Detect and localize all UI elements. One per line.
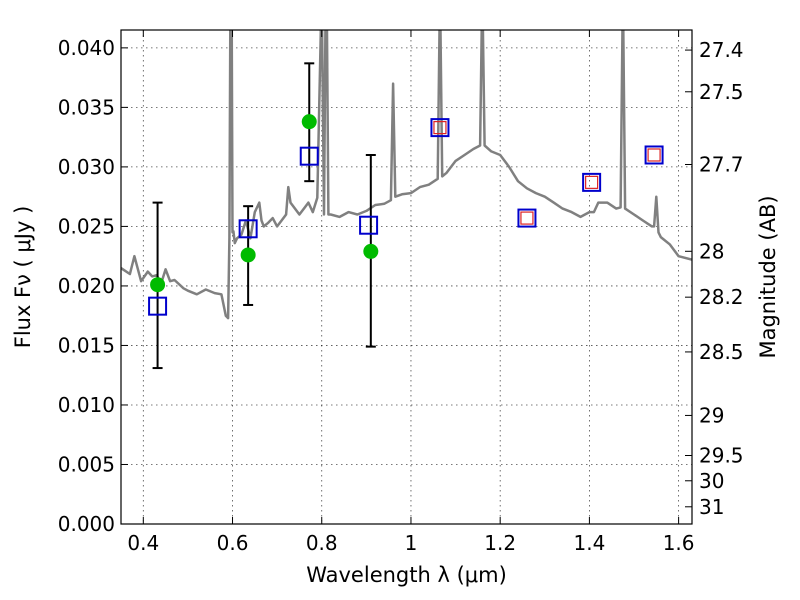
magnitude-tick-label: 31 xyxy=(699,495,724,519)
model-flux-square xyxy=(238,219,258,239)
y-tick-label: 0.015 xyxy=(58,333,115,357)
y-tick-label: 0.000 xyxy=(58,512,115,536)
observed-flux-point xyxy=(150,277,166,293)
x-tick-label: 0.8 xyxy=(306,531,338,555)
y-tick-label: 0.005 xyxy=(58,452,115,476)
y-tick-label: 0.035 xyxy=(58,95,115,119)
magnitude-tick-label: 27.5 xyxy=(699,80,744,104)
observed-flux-point xyxy=(363,243,379,259)
magnitude-tick-label: 29.5 xyxy=(699,443,744,467)
grid-layer xyxy=(121,30,692,524)
tick-layer: 0.4 0.6 0.8 1 1.2 1.4 1.6 0.000 0.005 0.010 0.015 0… xyxy=(58,30,744,555)
magnitude-tick-label: 28.2 xyxy=(699,285,744,309)
model-flux-inner-square xyxy=(433,121,447,135)
y-tick-label: 0.010 xyxy=(58,393,115,417)
model-flux-square xyxy=(359,215,379,235)
sed-layer xyxy=(121,30,692,320)
x-tick-label: 1.4 xyxy=(573,531,605,555)
x-tick-label: 1.6 xyxy=(663,531,695,555)
model-flux-square xyxy=(582,172,602,192)
model-flux-square xyxy=(644,145,664,165)
magnitude-tick-label: 29 xyxy=(699,403,724,427)
y-tick-label: 0.030 xyxy=(58,155,115,179)
magnitude-tick-label: 28 xyxy=(699,239,724,263)
observed-points-layer xyxy=(150,114,379,293)
y-axis-label: Flux Fν ( μJy ) xyxy=(11,206,35,349)
x-tick-label: 1.2 xyxy=(484,531,516,555)
y-tick-label: 0.025 xyxy=(58,214,115,238)
plot-frame xyxy=(120,29,693,525)
model-points-layer xyxy=(148,118,664,316)
x-tick-label: 0.6 xyxy=(217,531,249,555)
magnitude-tick-label: 27.7 xyxy=(699,152,744,176)
model-flux-inner-square xyxy=(647,148,661,162)
magnitude-tick-label: 27.4 xyxy=(699,38,744,62)
observed-flux-point xyxy=(240,247,256,263)
sed-line xyxy=(121,30,692,320)
model-flux-square xyxy=(517,208,537,228)
x-tick-label: 0.4 xyxy=(127,531,159,555)
model-flux-inner-square xyxy=(520,211,534,225)
model-flux-square xyxy=(148,296,168,316)
right-axis-label: Magnitude (AB) xyxy=(756,195,780,358)
y-tick-label: 0.020 xyxy=(58,274,115,298)
y-tick-label: 0.040 xyxy=(58,36,115,60)
model-flux-square xyxy=(299,146,319,166)
x-tick-label: 1 xyxy=(405,531,418,555)
model-flux-inner-square xyxy=(585,175,599,189)
x-axis-label: Wavelength λ (μm) xyxy=(306,563,507,587)
magnitude-tick-label: 28.5 xyxy=(699,340,744,364)
magnitude-tick-label: 30 xyxy=(699,469,724,493)
observed-flux-point xyxy=(301,114,317,130)
model-flux-square xyxy=(430,118,450,138)
